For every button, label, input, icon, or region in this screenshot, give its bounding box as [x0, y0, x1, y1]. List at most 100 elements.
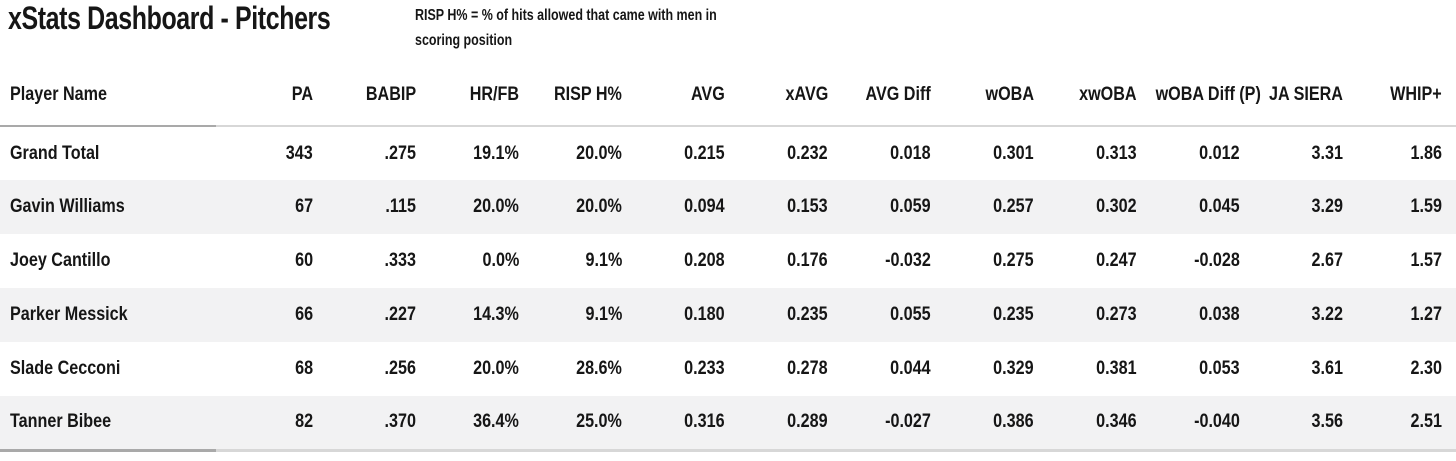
column-header-label: xAVG: [785, 83, 828, 105]
cell-value: 2.30: [1410, 358, 1442, 379]
column-header: AVG Diff: [828, 64, 931, 127]
stat-cell: 68: [216, 342, 313, 396]
cell-value: -0.032: [885, 250, 931, 271]
stat-cell: 60: [216, 234, 313, 288]
stat-cell: 3.31: [1240, 126, 1343, 180]
stat-cell: 0.235: [931, 288, 1034, 342]
cell-value: 0.208: [684, 250, 725, 271]
cell-value: 0.045: [1199, 196, 1240, 217]
stat-cell: 0.094: [622, 180, 725, 234]
column-header-label: BABIP: [365, 83, 416, 105]
cell-value: 0.386: [993, 411, 1034, 433]
cell-value: 3.22: [1311, 304, 1343, 325]
cell-value: 0.018: [890, 142, 931, 164]
stat-cell: 0.346: [1034, 396, 1137, 452]
stat-cell: 0.235: [725, 288, 828, 342]
cell-value: 0.059: [890, 196, 931, 217]
cell-value: 2.51: [1410, 411, 1442, 433]
cell-value: 0.329: [993, 358, 1034, 379]
cell-value: Slade Cecconi: [10, 358, 121, 379]
cell-value: 0.233: [684, 358, 725, 379]
column-header-label: WHIP+: [1390, 83, 1442, 105]
stat-cell: 3.56: [1240, 396, 1343, 452]
cell-value: 0.044: [890, 358, 931, 379]
stat-cell: 0.208: [622, 234, 725, 288]
cell-value: 0.316: [684, 411, 725, 433]
cell-value: 82: [295, 411, 313, 433]
stat-cell: 0.038: [1137, 288, 1240, 342]
stat-cell: 1.57: [1343, 234, 1456, 288]
pitchers-stats-table: Player Name PA BABIP HR/FB RISP H% AVG xAVG AVG…: [0, 64, 1456, 452]
stat-cell: 0.329: [931, 342, 1034, 396]
cell-value: 60: [295, 250, 313, 271]
column-header-label: wOBA: [985, 83, 1034, 105]
column-header: wOBA: [931, 64, 1034, 127]
cell-value: .370: [384, 411, 416, 433]
column-header-label: JA SIERA: [1269, 83, 1343, 105]
stat-cell: 2.51: [1343, 396, 1456, 452]
stat-cell: 0.247: [1034, 234, 1137, 288]
column-header-label: xwOBA: [1079, 83, 1137, 105]
cell-value: 67: [295, 196, 313, 217]
cell-value: 3.31: [1311, 142, 1343, 164]
cell-value: 14.3%: [473, 304, 519, 325]
stat-cell: 0.055: [828, 288, 931, 342]
stat-cell: 0.381: [1034, 342, 1137, 396]
player-name-cell: Grand Total: [0, 126, 216, 180]
cell-value: 0.289: [787, 411, 828, 433]
cell-value: 0.346: [1096, 411, 1137, 433]
cell-value: 0.055: [890, 304, 931, 325]
cell-value: 0.302: [1096, 196, 1137, 217]
stat-cell: 0.053: [1137, 342, 1240, 396]
cell-value: Tanner Bibee: [10, 411, 112, 433]
stat-cell: 0.233: [622, 342, 725, 396]
stat-cell: -0.027: [828, 396, 931, 452]
column-header-label: wOBA Diff (P): [1155, 83, 1261, 105]
column-header-label: Player Name: [10, 83, 107, 105]
stat-cell: 66: [216, 288, 313, 342]
stat-cell: 3.61: [1240, 342, 1343, 396]
cell-value: 0.257: [993, 196, 1034, 217]
stat-cell: 20.0%: [416, 180, 519, 234]
cell-value: 343: [286, 142, 313, 164]
cell-value: 20.0%: [576, 142, 622, 164]
stat-cell: .115: [313, 180, 416, 234]
stat-cell: 1.86: [1343, 126, 1456, 180]
stat-cell: 0.059: [828, 180, 931, 234]
cell-value: 0.012: [1199, 142, 1240, 164]
column-header-label: HR/FB: [469, 83, 519, 105]
cell-value: .256: [384, 358, 416, 379]
table-row: Tanner Bibee 82 .370 36.4% 25.0% 0.316 0.289 -0…: [0, 396, 1456, 452]
cell-value: .333: [384, 250, 416, 271]
column-header: HR/FB: [416, 64, 519, 127]
player-name-cell: Gavin Williams: [0, 180, 216, 234]
cell-value: 20.0%: [473, 196, 519, 217]
stat-cell: 0.232: [725, 126, 828, 180]
column-header-label: AVG: [691, 83, 725, 105]
cell-value: 3.56: [1311, 411, 1343, 433]
stat-cell: 0.278: [725, 342, 828, 396]
stat-cell: 2.67: [1240, 234, 1343, 288]
cell-value: 3.29: [1311, 196, 1343, 217]
cell-value: 0.180: [684, 304, 725, 325]
cell-value: -0.040: [1194, 411, 1240, 433]
cell-value: 0.176: [787, 250, 828, 271]
stat-cell: 82: [216, 396, 313, 452]
cell-value: 0.215: [684, 142, 725, 164]
stat-cell: -0.028: [1137, 234, 1240, 288]
cell-value: 1.27: [1410, 304, 1442, 325]
cell-value: 68: [295, 358, 313, 379]
table-row: Parker Messick 66 .227 14.3% 9.1% 0.180 0.235 0…: [0, 288, 1456, 342]
column-header: PA: [216, 64, 313, 127]
player-name-cell: Joey Cantillo: [0, 234, 216, 288]
column-header: RISP H%: [519, 64, 622, 127]
cell-value: .227: [384, 304, 416, 325]
cell-value: 9.1%: [585, 250, 622, 271]
stat-cell: .333: [313, 234, 416, 288]
cell-value: 2.67: [1311, 250, 1343, 271]
cell-value: 0.038: [1199, 304, 1240, 325]
cell-value: 20.0%: [576, 196, 622, 217]
stat-cell: 20.0%: [519, 126, 622, 180]
cell-value: 1.59: [1410, 196, 1442, 217]
cell-value: 1.86: [1410, 142, 1442, 164]
